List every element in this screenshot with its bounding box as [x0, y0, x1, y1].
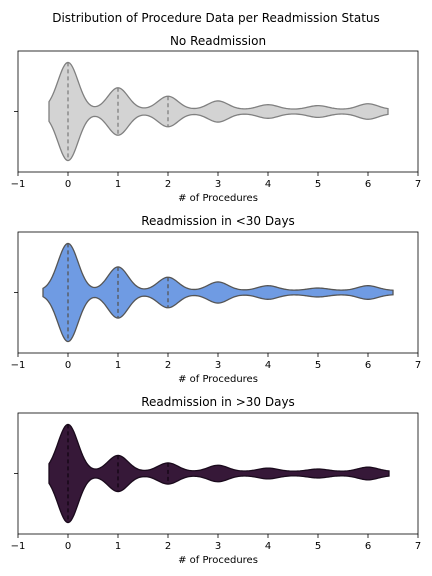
violin-body	[49, 62, 388, 160]
x-tick-label: 1	[115, 541, 121, 552]
x-axis-label: # of Procedures	[178, 555, 258, 566]
x-tick-label: 2	[165, 360, 171, 371]
x-tick-label: −1	[11, 541, 26, 552]
x-tick-label: 1	[115, 360, 121, 371]
panel-title: Readmission in >30 Days	[141, 395, 295, 409]
x-axis-label: # of Procedures	[178, 193, 258, 204]
x-tick-label: 7	[415, 541, 421, 552]
violin-body	[49, 425, 389, 523]
x-axis-label: # of Procedures	[178, 374, 258, 385]
violin-body	[43, 244, 393, 342]
x-tick-label: 6	[365, 541, 371, 552]
x-tick-label: 6	[365, 179, 371, 190]
x-tick-label: 4	[265, 179, 271, 190]
x-tick-label: 2	[165, 541, 171, 552]
x-tick-label: 4	[265, 541, 271, 552]
panel-no-readmission: No Readmission # of Procedures −1 0 1 2 3 4 5 6…	[11, 34, 422, 204]
x-tick-label: 2	[165, 179, 171, 190]
x-tick-label: −1	[11, 179, 26, 190]
figure-title: Distribution of Procedure Data per Readm…	[52, 11, 380, 25]
x-tick-label: −1	[11, 360, 26, 371]
x-tick-label: 0	[65, 541, 71, 552]
x-tick-label: 0	[65, 179, 71, 190]
x-tick-label: 5	[315, 360, 321, 371]
panel-title: Readmission in <30 Days	[141, 214, 295, 228]
x-tick-label: 3	[215, 179, 221, 190]
x-tick-label: 1	[115, 179, 121, 190]
x-tick-label: 7	[415, 360, 421, 371]
x-tick-label: 5	[315, 179, 321, 190]
x-tick-label: 0	[65, 360, 71, 371]
x-tick-label: 4	[265, 360, 271, 371]
x-tick-label: 3	[215, 541, 221, 552]
panel-readmission-under-30: Readmission in <30 Days # of Procedures …	[11, 214, 422, 385]
x-tick-label: 5	[315, 541, 321, 552]
x-tick-label: 3	[215, 360, 221, 371]
x-tick-label: 7	[415, 179, 421, 190]
x-tick-label: 6	[365, 360, 371, 371]
panel-readmission-over-30: Readmission in >30 Days # of Procedures …	[11, 395, 422, 566]
panel-title: No Readmission	[170, 34, 266, 48]
